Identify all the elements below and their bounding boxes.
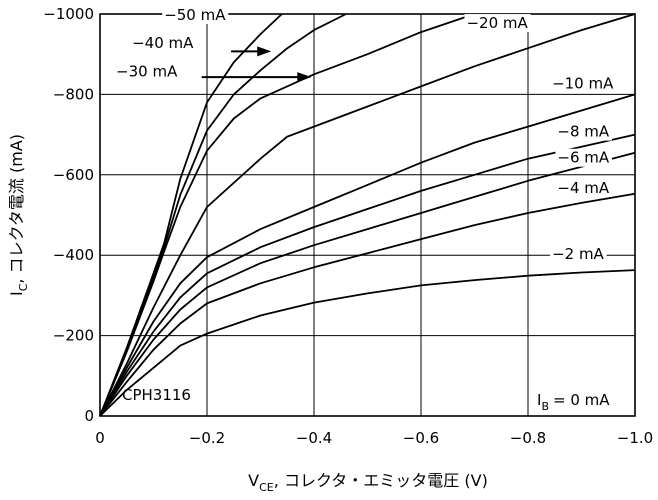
curve-label: −20 mA bbox=[466, 14, 528, 32]
arrows bbox=[201, 46, 312, 83]
curve-label-bg bbox=[130, 34, 197, 53]
device-label: CPH3116 bbox=[122, 386, 191, 404]
arrow-head bbox=[297, 72, 312, 83]
plot-frame bbox=[99, 13, 636, 417]
x-tick-label: −0.2 bbox=[189, 429, 225, 447]
series-line bbox=[99, 13, 636, 417]
curve-label-bg bbox=[555, 122, 612, 141]
curve-label-bg bbox=[162, 6, 229, 25]
curve-label: −40 mA bbox=[132, 34, 194, 52]
curve-label: −6 mA bbox=[557, 149, 609, 167]
x-tick-labels: 0 −0.2 −0.4 −0.6 −0.8 −1.0 bbox=[95, 429, 653, 447]
curve-label-bg bbox=[555, 148, 612, 167]
curve-labels: −50 mA −40 mA −30 mA −20 mA −10 mA −8 mA −6 mA… bbox=[114, 6, 617, 264]
ib-note: IB = 0 mA bbox=[537, 391, 610, 413]
curve-label-bg bbox=[550, 74, 617, 93]
curve-label: −2 mA bbox=[552, 245, 604, 263]
series-line bbox=[99, 93, 636, 417]
x-tick-label: −0.4 bbox=[296, 429, 332, 447]
x-axis-title: VCE, コレクタ・エミッタ電圧 (V) bbox=[248, 471, 488, 494]
series-line bbox=[99, 13, 347, 417]
curve-label: −4 mA bbox=[557, 179, 609, 197]
y-tick-label: −800 bbox=[53, 85, 94, 103]
curve-label-bg bbox=[550, 245, 607, 264]
curve-label: −8 mA bbox=[557, 123, 609, 141]
series-line bbox=[99, 192, 636, 417]
curve-label-bg bbox=[464, 14, 531, 33]
y-tick-label: −1000 bbox=[43, 5, 94, 23]
x-tick-label: −0.6 bbox=[403, 429, 439, 447]
curve-label: −30 mA bbox=[116, 62, 178, 80]
series-line bbox=[99, 13, 475, 417]
curves bbox=[99, 13, 636, 417]
x-tick-label: 0 bbox=[95, 429, 105, 447]
curve-label: −50 mA bbox=[164, 6, 226, 24]
y-tick-label: 0 bbox=[84, 407, 94, 425]
y-tick-label: −400 bbox=[53, 246, 94, 264]
series-line bbox=[99, 151, 636, 417]
curve-label-bg bbox=[114, 62, 181, 81]
series-line bbox=[99, 133, 636, 417]
x-tick-label: −1.0 bbox=[617, 429, 653, 447]
y-tick-labels: 0 −200 −400 −600 −800 −1000 bbox=[43, 5, 94, 425]
x-tick-label: −0.8 bbox=[510, 429, 546, 447]
y-axis-title: IC, コレクタ電流 (mA) bbox=[7, 134, 30, 296]
y-tick-label: −200 bbox=[53, 327, 94, 345]
y-tick-label: −600 bbox=[53, 166, 94, 184]
series-line bbox=[99, 13, 283, 417]
curve-label-bg bbox=[555, 178, 612, 197]
series-line bbox=[99, 269, 636, 417]
arrow-head bbox=[257, 46, 272, 57]
curve-label: −10 mA bbox=[552, 74, 614, 92]
